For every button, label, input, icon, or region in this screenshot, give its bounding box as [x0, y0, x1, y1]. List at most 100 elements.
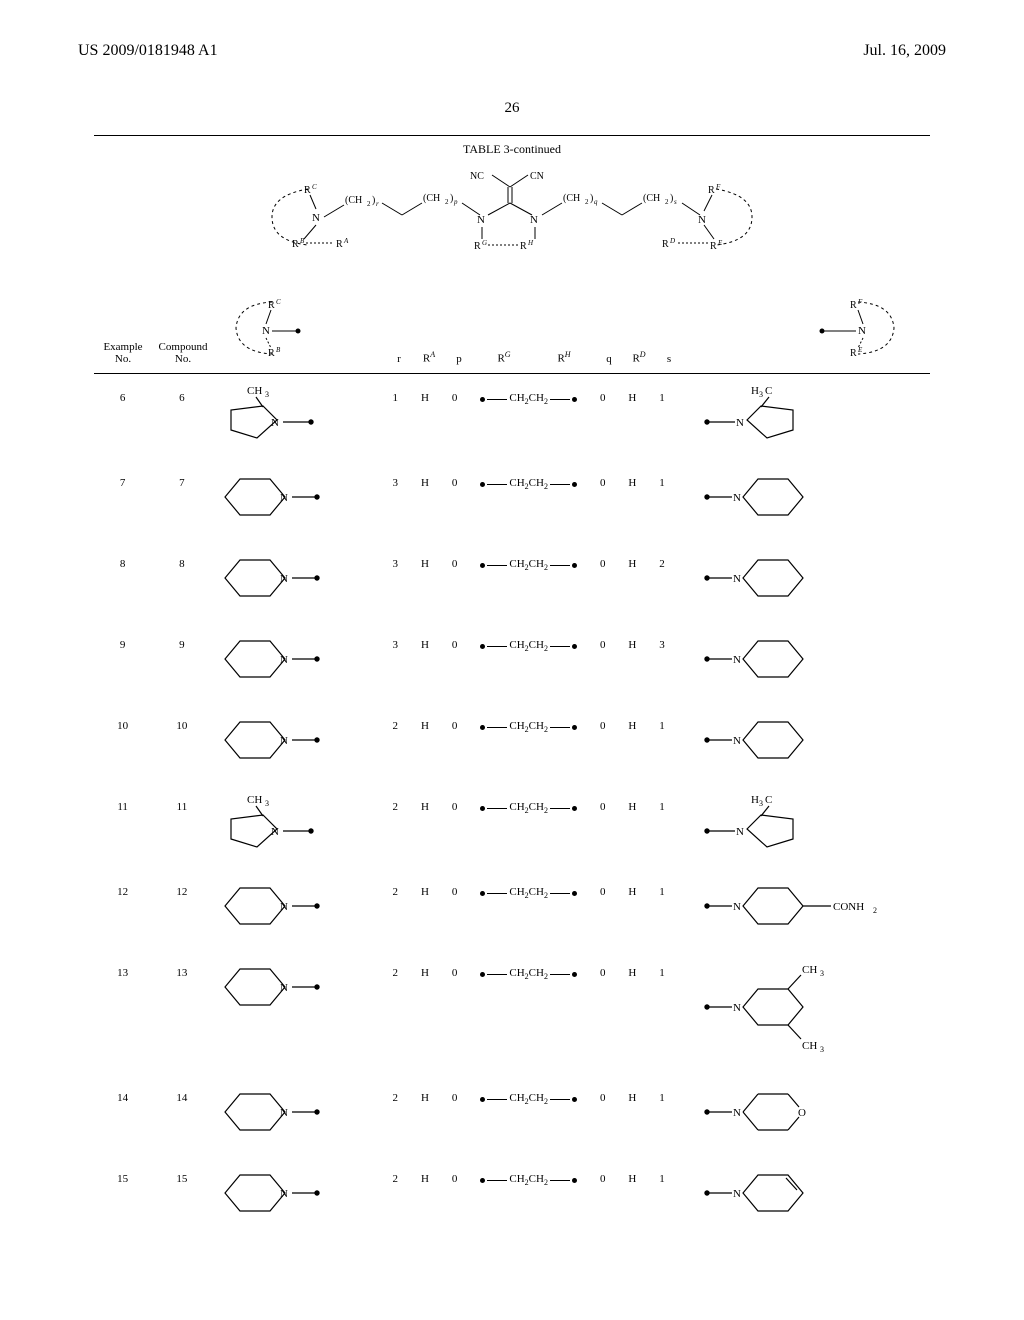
- cell-p: 0: [440, 1084, 470, 1104]
- svg-text:(CH: (CH: [643, 193, 660, 204]
- cell-ra: H: [410, 878, 440, 898]
- cell-left-structure: [213, 793, 381, 858]
- cell-s: 1: [647, 384, 677, 404]
- col-left-fragment: [214, 294, 384, 365]
- cell-rd: H: [618, 712, 648, 732]
- cell-left-structure: [213, 959, 381, 1020]
- cell-ra: H: [410, 959, 440, 979]
- cell-right-structure: [677, 1084, 930, 1145]
- cell-rd: H: [618, 469, 648, 489]
- svg-text:G: G: [482, 239, 487, 247]
- cell-p: 0: [440, 712, 470, 732]
- cell-q: 0: [588, 384, 618, 404]
- svg-text:): ): [450, 193, 453, 204]
- page-header: US 2009/0181948 A1 Jul. 16, 2009: [0, 0, 1024, 64]
- patent-date: Jul. 16, 2009: [863, 42, 946, 60]
- cell-s: 1: [647, 1084, 677, 1104]
- cell-r: 2: [380, 1084, 410, 1104]
- cell-p: 0: [440, 631, 470, 651]
- cell-rd: H: [618, 384, 648, 404]
- cell-s: 1: [647, 712, 677, 732]
- col-rd: RD: [624, 342, 654, 365]
- cell-q: 0: [588, 712, 618, 732]
- table-row: 883H0CH2CH20H2: [94, 540, 930, 621]
- col-r: r: [384, 345, 414, 365]
- cell-q: 0: [588, 550, 618, 570]
- svg-text:R: R: [292, 239, 299, 250]
- table-row: 773H0CH2CH20H1: [94, 459, 930, 540]
- cell-ra: H: [410, 793, 440, 813]
- svg-text:N: N: [312, 212, 320, 224]
- table-body: 661H0CH2CH20H1773H0CH2CH20H1883H0CH2CH20…: [94, 374, 930, 1236]
- cell-left-structure: [213, 469, 381, 530]
- cell-left-structure: [213, 712, 381, 773]
- col-rh: RH: [534, 342, 594, 365]
- cell-compound-no: 15: [151, 1165, 212, 1185]
- cell-left-structure: [213, 878, 381, 939]
- col-p: p: [444, 345, 474, 365]
- col-example-no: ExampleNo.: [94, 333, 152, 365]
- cell-rg: CH2CH2: [469, 712, 588, 734]
- cell-s: 1: [647, 793, 677, 813]
- svg-text:(CH: (CH: [563, 193, 580, 204]
- svg-text:): ): [590, 193, 593, 204]
- cell-rd: H: [618, 878, 648, 898]
- patent-number: US 2009/0181948 A1: [78, 42, 218, 60]
- col-right-fragment: [684, 294, 914, 365]
- core-structure-icon: RC N RB RA (CH2)r (CH2)p N RG NC: [252, 167, 772, 261]
- cell-rg: CH2CH2: [469, 1084, 588, 1106]
- cell-example-no: 13: [94, 959, 151, 979]
- svg-text:A: A: [343, 237, 349, 245]
- cell-s: 1: [647, 959, 677, 979]
- cell-q: 0: [588, 959, 618, 979]
- cell-p: 0: [440, 550, 470, 570]
- svg-text:N: N: [477, 214, 485, 226]
- cell-rd: H: [618, 1084, 648, 1104]
- cell-s: 2: [647, 550, 677, 570]
- cell-ra: H: [410, 1165, 440, 1185]
- cell-q: 0: [588, 1084, 618, 1104]
- cell-compound-no: 11: [151, 793, 212, 813]
- svg-text:2: 2: [445, 198, 449, 206]
- cell-q: 0: [588, 469, 618, 489]
- svg-text:D: D: [669, 237, 675, 245]
- cell-r: 3: [380, 469, 410, 489]
- cell-r: 2: [380, 793, 410, 813]
- cell-rd: H: [618, 550, 648, 570]
- cell-example-no: 12: [94, 878, 151, 898]
- cell-right-structure: [677, 384, 930, 449]
- svg-text:C: C: [312, 183, 317, 191]
- svg-text:p: p: [453, 198, 458, 206]
- column-header-row: ExampleNo. CompoundNo. r RA p RG RH q RD…: [94, 290, 930, 374]
- cell-compound-no: 6: [151, 384, 212, 404]
- cell-example-no: 11: [94, 793, 151, 813]
- cell-example-no: 15: [94, 1165, 151, 1185]
- table-3-continued: TABLE 3-continued RC N RB RA (CH2)r (CH2…: [94, 135, 930, 1236]
- cell-example-no: 8: [94, 550, 151, 570]
- table-row: 11112H0CH2CH20H1: [94, 783, 930, 868]
- cell-p: 0: [440, 384, 470, 404]
- svg-text:2: 2: [367, 200, 371, 208]
- page-number: 26: [0, 100, 1024, 117]
- cell-right-structure: [677, 1165, 930, 1226]
- cell-rd: H: [618, 959, 648, 979]
- svg-text:): ): [670, 193, 673, 204]
- col-compound-no: CompoundNo.: [152, 333, 214, 365]
- svg-text:R: R: [520, 241, 527, 252]
- cell-compound-no: 13: [151, 959, 212, 979]
- core-structure-diagram: RC N RB RA (CH2)r (CH2)p N RG NC: [94, 161, 930, 290]
- cell-example-no: 10: [94, 712, 151, 732]
- cell-ra: H: [410, 384, 440, 404]
- cell-rg: CH2CH2: [469, 1165, 588, 1187]
- cell-example-no: 7: [94, 469, 151, 489]
- cell-example-no: 14: [94, 1084, 151, 1104]
- svg-text:R: R: [662, 239, 669, 250]
- svg-text:r: r: [376, 200, 379, 208]
- svg-text:s: s: [674, 198, 677, 206]
- cell-q: 0: [588, 793, 618, 813]
- svg-text:N: N: [698, 214, 706, 226]
- cell-compound-no: 10: [151, 712, 212, 732]
- cell-left-structure: [213, 631, 381, 692]
- cell-right-structure: [677, 793, 930, 858]
- table-row: 15152H0CH2CH20H1: [94, 1155, 930, 1236]
